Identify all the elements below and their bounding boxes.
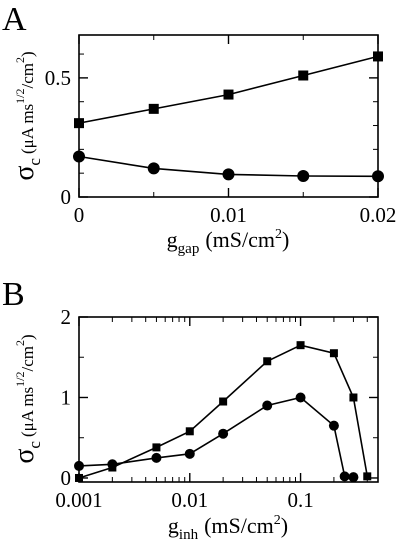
panel-b-circle-marker [74,460,84,471]
panel-a-label: A [2,1,27,38]
panel-b-square-marker [263,357,272,366]
panel-a-xlabel-unit: (mS/cm [205,227,275,252]
panel-b-y-axis-label: σc (μA ms1/2/cm2) [9,334,44,463]
panel-b-y-tick-label: 1 [61,385,72,409]
panel-b-circle-marker [328,420,339,431]
panel-a-y-tick-label: 0.5 [45,66,71,90]
panel-b-circle-marker [262,400,273,411]
panel-a-square-marker [223,89,234,100]
panel-b-square-marker [185,427,194,436]
panel-b-label: B [2,276,25,313]
panel-b-x-axis-label: ginh (mS/cm2) [168,513,288,543]
panel-b-xlabel-sup: 2 [274,513,281,528]
panel-b-ylabel-sup1: 1/2 [13,371,27,386]
panel-b-circle-marker [295,392,306,403]
panel-a-x-tick-label: 0.01 [210,203,247,227]
panel-a-ylabel-sup2: 2 [13,57,27,63]
panel-b-xlabel-close: ) [281,513,288,538]
panel-a-circle-marker [73,150,85,163]
panel-b-plot-frame [78,316,379,483]
panel-b-square-marker [363,472,372,481]
panel-b-ylabel-unit-a: (μA ms [18,387,37,437]
panel-a-xlabel-close: ) [282,227,289,252]
panel-a-xlabel-sup: 2 [275,227,282,242]
panel-b-series-square-line [78,344,369,479]
panel-a-circle-marker [297,170,310,183]
svg-text:ggap(mS/cm2): ggap (mS/cm2) [167,227,290,257]
panel-b-y-tick-label: 2 [61,305,72,329]
panel-b-ylabel-main: σ [9,449,40,464]
panel-b-circle-marker [218,428,229,439]
panel-a-square-marker [74,118,84,129]
panel-b-square-marker [152,443,161,452]
svg-text:σc(μA ms1/2/cm2): σc (μA ms1/2/cm2) [9,334,44,463]
panel-b-xlabel-main: g [168,513,179,538]
panel-b-series-circle-line [78,396,354,478]
panel-a-square-marker [373,51,383,62]
panel-a-square-marker [298,70,309,81]
panel-b-series [74,341,372,483]
panel-b-square-marker [296,341,305,350]
panel-b-circle-marker [107,459,118,470]
panel-b-ylabel-sub: c [25,441,44,449]
panel-b-circle-marker [348,472,359,483]
panel-b-xlabel-sub: inh [179,527,199,543]
panel-a-xlabel-sub: gap [178,241,200,257]
panel-a-square-marker [148,103,159,114]
panel-b-square-marker [75,473,83,482]
panel-a-ylabel-sup1: 1/2 [13,88,27,103]
panel-b-ylabel-sup2: 2 [13,340,27,346]
panel-a-y-axis-label: σc (μA ms1/2/cm2) [9,51,44,180]
panel-a-ylabel-sub: c [25,158,44,166]
panel-a-circle-marker [372,170,384,183]
panel-b-y-tick-label: 0 [61,466,72,490]
panel-a-circle-marker [147,162,160,175]
panel-b-x-tick-label: 0.01 [171,488,208,512]
panel-a-ylabel-close: ) [18,51,37,57]
panel-b-xlabel-unit: (mS/cm [204,513,274,538]
panel-a-xlabel-main: g [167,227,178,252]
panel-b-x-tick-label: 0.001 [55,488,102,512]
panel-a-x-axis-label: ggap (mS/cm2) [167,227,290,257]
panel-a-ticks: 0 0.01 0.02 0 0.5 [45,35,397,227]
panel-b-ylabel-unit-b: /cm [18,346,37,372]
panel-b-square-marker [329,349,338,358]
panel-b-ticks: 0.001 0.01 0.1 0 1 2 [55,305,379,512]
panel-b-circle-marker [339,471,350,482]
panel-a-series [73,51,384,183]
panel-b-ylabel-close: ) [18,334,37,340]
panel-a-x-tick-label: 0 [74,203,85,227]
panel-a-ylabel-unit-b: /cm [18,63,37,89]
panel-a-ylabel-main: σ [9,166,40,181]
panel-b-circle-marker [151,452,162,463]
panel-b-square-marker [349,393,358,402]
panel-b-square-marker [219,397,228,406]
panel-a-y-tick-label: 0 [61,185,72,209]
panel-b-circle-marker [184,448,195,459]
svg-text:ginh(mS/cm2): ginh (mS/cm2) [168,513,288,543]
panel-a-circle-marker [222,168,235,181]
panel-b-x-tick-label: 0.1 [287,488,313,512]
panel-a-ylabel-unit-a: (μA ms [18,104,37,154]
svg-text:σc(μA ms1/2/cm2): σc (μA ms1/2/cm2) [9,51,44,180]
panel-a-x-tick-label: 0.02 [360,203,397,227]
